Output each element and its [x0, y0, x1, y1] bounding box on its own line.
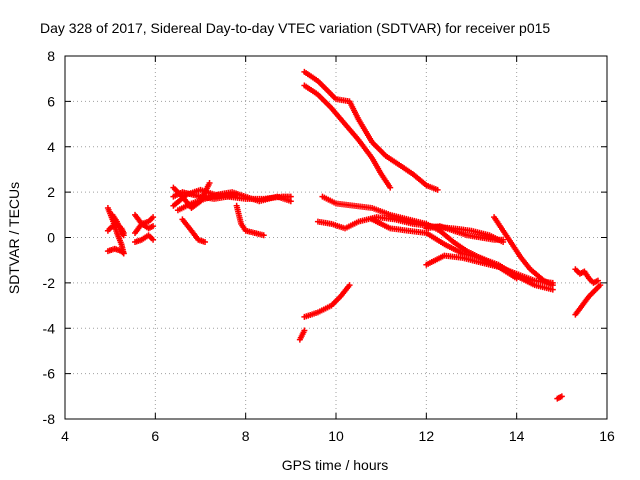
- data-point: [150, 214, 157, 221]
- data-point: [260, 232, 267, 239]
- data-points: [104, 68, 604, 402]
- data-point: [387, 184, 394, 191]
- data-point: [597, 282, 604, 289]
- series-track-f: [132, 220, 157, 236]
- y-tick-label: -4: [43, 320, 56, 336]
- data-point: [549, 282, 556, 289]
- data-point: [150, 236, 157, 243]
- series-track-o: [301, 82, 394, 191]
- series-track-v: [301, 282, 353, 320]
- series-track-n: [301, 68, 441, 193]
- data-point: [287, 198, 294, 205]
- x-axis-label: GPS time / hours: [282, 457, 389, 473]
- y-tick-label: -6: [43, 366, 56, 382]
- series-track-u: [491, 214, 556, 289]
- x-tick-label: 14: [509, 428, 525, 444]
- x-tick-label: 12: [419, 428, 435, 444]
- chart-title: Day 328 of 2017, Sidereal Day-to-day VTE…: [40, 20, 550, 36]
- data-point: [500, 236, 507, 243]
- data-point: [120, 232, 127, 239]
- series-track-g: [132, 232, 157, 246]
- series-track-m: [233, 202, 267, 239]
- x-tick-label: 4: [61, 428, 69, 444]
- y-tick-label: 0: [47, 230, 55, 246]
- data-point: [346, 282, 353, 289]
- data-point: [594, 277, 601, 284]
- data-point: [434, 186, 441, 193]
- data-point: [202, 239, 209, 246]
- data-point: [150, 223, 157, 230]
- y-tick-label: -2: [43, 275, 56, 291]
- series-track-x: [572, 266, 601, 286]
- x-tick-label: 6: [151, 428, 159, 444]
- series-track-d: [104, 245, 127, 257]
- series-track-l: [170, 189, 240, 202]
- y-tick-label: 2: [47, 184, 55, 200]
- x-tick-label: 16: [599, 428, 615, 444]
- series-track-k: [179, 216, 209, 246]
- y-axis-label: SDTVAR / TECUs: [6, 182, 22, 294]
- data-point: [301, 327, 308, 334]
- data-point: [119, 249, 126, 256]
- data-point: [233, 191, 240, 198]
- series-track-y: [572, 282, 604, 318]
- data-point: [120, 250, 127, 257]
- y-tick-label: 6: [47, 93, 55, 109]
- series-track-w: [296, 327, 308, 343]
- y-tick-label: 8: [47, 48, 55, 64]
- y-tick-label: 4: [47, 139, 55, 155]
- y-tick-label: -8: [43, 411, 56, 427]
- series-track-c: [109, 211, 127, 239]
- x-tick-label: 10: [328, 428, 344, 444]
- data-point: [206, 180, 213, 187]
- x-tick-label: 8: [242, 428, 250, 444]
- series-track-s: [423, 252, 556, 286]
- data-point: [558, 393, 565, 400]
- series-track-z: [554, 393, 565, 402]
- axis-ticks: 4 6 8 10 12 14 16 8 6 4 2 0 -2 -4 -6 -8: [43, 48, 615, 444]
- series-track-t: [423, 223, 507, 243]
- data-point: [119, 231, 126, 238]
